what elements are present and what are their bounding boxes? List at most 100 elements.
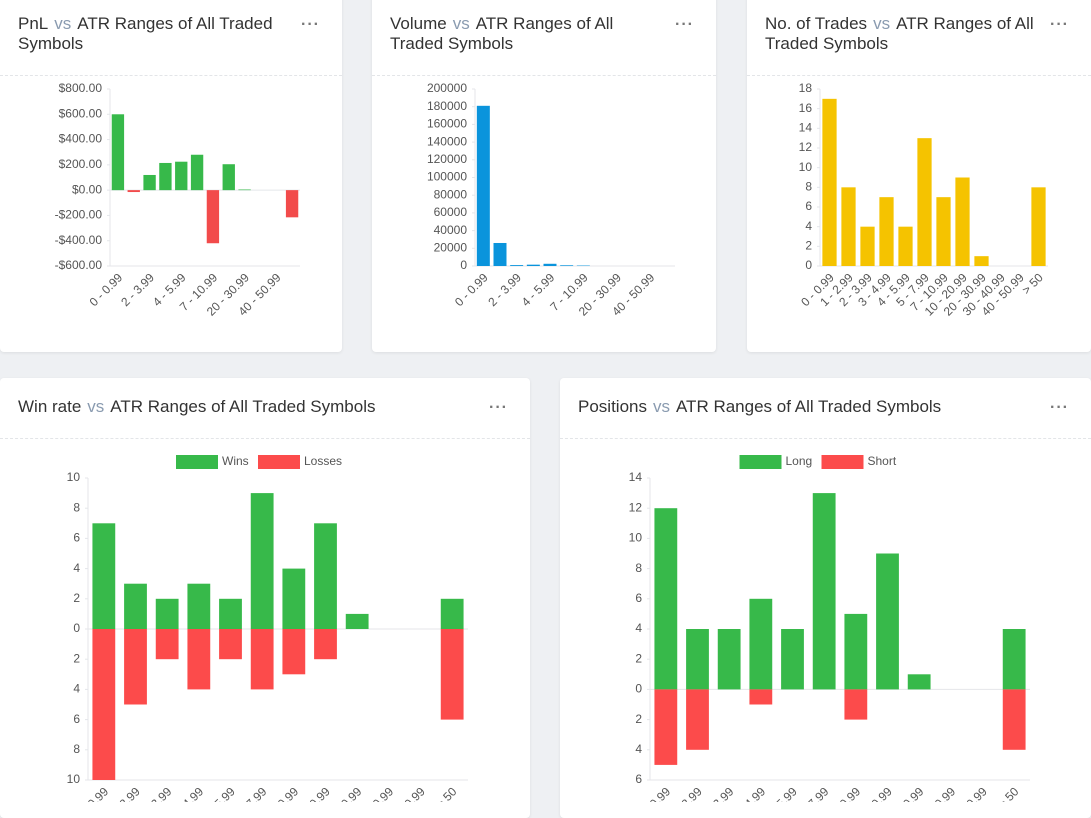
legend-label: Wins: [222, 454, 249, 468]
bar: [654, 508, 677, 689]
y-tick-label: 0: [460, 258, 467, 272]
y-tick-label: $200.00: [59, 157, 103, 171]
legend-swatch: [822, 455, 864, 469]
x-tick-label: 2 - 3.99: [136, 784, 175, 802]
y-tick-label: 4: [635, 621, 642, 635]
y-tick-label: 10: [67, 470, 81, 484]
x-tick-label: 3 - 4.99: [168, 784, 207, 802]
bar: [844, 689, 867, 719]
bar: [156, 629, 179, 659]
bar: [441, 629, 464, 720]
bar: [191, 155, 203, 190]
y-tick-label: $800.00: [59, 81, 103, 95]
y-tick-label: 10: [629, 531, 643, 545]
y-tick-label: 4: [73, 561, 80, 575]
x-tick-label: 5 - 7.99: [793, 784, 832, 802]
y-tick-label: 60000: [434, 205, 468, 219]
y-tick-label: 12: [799, 140, 813, 154]
chart: 10864202468100 - 0.991 - 2.992 - 3.993 -…: [67, 454, 468, 802]
y-tick-label: 0: [73, 621, 80, 635]
bar: [686, 629, 709, 689]
y-tick-label: -$600.00: [55, 258, 103, 272]
bar: [156, 599, 179, 629]
y-tick-label: 14: [629, 470, 643, 484]
x-tick-label: 0 - 0.99: [452, 270, 491, 309]
bar: [510, 265, 523, 266]
legend-label: Long: [786, 454, 813, 468]
bar: [898, 227, 912, 266]
y-tick-label: 8: [73, 500, 80, 514]
x-tick-label: 1 - 2.99: [104, 784, 143, 802]
chart: 141210864202460 - 0.991 - 2.992 - 3.993 …: [629, 454, 1030, 802]
y-tick-label: 6: [73, 712, 80, 726]
y-tick-label: -$200.00: [55, 208, 103, 222]
x-tick-label: 0 - 0.99: [635, 784, 674, 802]
x-tick-label: > 50: [1019, 270, 1046, 297]
x-tick-label: 5 - 7.99: [231, 784, 270, 802]
y-tick-label: 160000: [427, 117, 467, 131]
bar: [282, 629, 305, 674]
y-tick-label: 4: [635, 742, 642, 756]
x-tick-label: 0 - 0.99: [73, 784, 112, 802]
bar: [841, 187, 855, 266]
bar: [92, 629, 115, 780]
bar: [544, 264, 557, 266]
y-tick-label: 140000: [427, 134, 467, 148]
bar: [187, 629, 210, 689]
bar: [112, 114, 124, 190]
x-tick-label: 0 - 0.99: [87, 270, 126, 309]
bar: [1003, 689, 1026, 749]
y-tick-label: 2: [73, 591, 80, 605]
bar: [860, 227, 874, 266]
bar: [282, 569, 305, 629]
bar: [219, 599, 242, 629]
y-tick-label: 6: [805, 199, 812, 213]
y-tick-label: 0: [635, 682, 642, 696]
bar: [286, 190, 298, 217]
y-tick-label: 8: [805, 180, 812, 194]
y-tick-label: 0: [805, 258, 812, 272]
bar: [654, 689, 677, 765]
y-tick-label: 4: [73, 682, 80, 696]
bar: [879, 197, 893, 266]
y-tick-label: 14: [799, 121, 813, 135]
y-tick-label: 80000: [434, 187, 468, 201]
x-tick-label: 3 - 4.99: [730, 784, 769, 802]
bar: [560, 265, 573, 266]
bar: [251, 493, 274, 629]
y-tick-label: 8: [635, 561, 642, 575]
x-tick-label: 4 - 5.99: [761, 784, 800, 802]
bar: [1003, 629, 1026, 689]
legend-swatch: [258, 455, 300, 469]
bar: [159, 163, 171, 190]
y-tick-label: 2: [635, 651, 642, 665]
bar: [955, 178, 969, 267]
bar: [238, 190, 250, 191]
y-tick-label: 200000: [427, 81, 467, 95]
x-tick-label: > 50: [433, 784, 460, 802]
bar: [936, 197, 950, 266]
bar: [92, 523, 115, 629]
x-tick-label: > 50: [995, 784, 1022, 802]
y-tick-label: 10: [799, 160, 813, 174]
bar: [477, 106, 490, 266]
y-tick-label: $600.00: [59, 106, 103, 120]
legend-swatch: [740, 455, 782, 469]
bar: [251, 629, 274, 689]
y-tick-label: -$400.00: [55, 233, 103, 247]
bar: [314, 629, 337, 659]
y-tick-label: 20000: [434, 240, 468, 254]
bar: [124, 584, 147, 629]
bar: [143, 175, 155, 190]
legend-swatch: [176, 455, 218, 469]
y-tick-label: 6: [635, 591, 642, 605]
bar: [749, 599, 772, 690]
bar: [441, 599, 464, 629]
bar: [124, 629, 147, 705]
chart: 0200004000060000800001000001200001400001…: [427, 81, 675, 318]
bar: [781, 629, 804, 689]
bar: [494, 243, 507, 266]
y-tick-label: 100000: [427, 170, 467, 184]
